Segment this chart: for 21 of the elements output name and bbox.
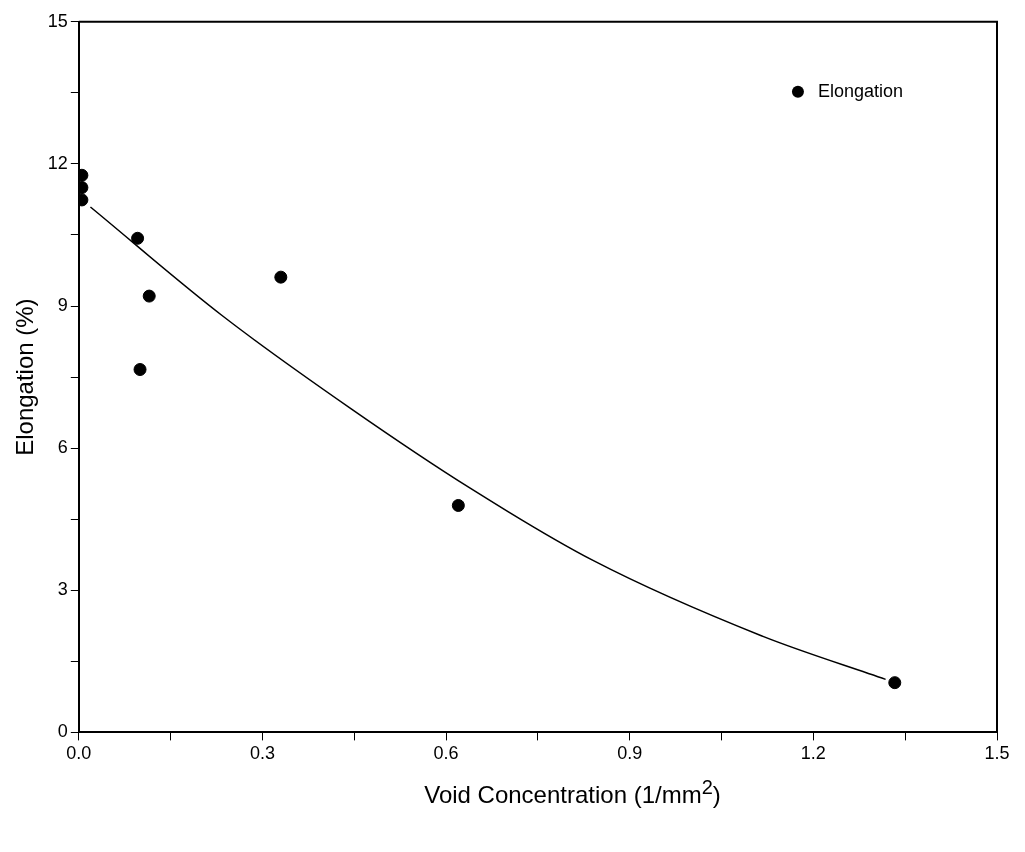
y-tick-label: 9 [57, 295, 68, 316]
point [133, 363, 147, 377]
point [451, 498, 465, 512]
point [274, 270, 288, 284]
x-tick-label: 0.6 [433, 743, 459, 764]
y-tick-label: 0 [57, 721, 68, 742]
x-tick-label: 1.5 [984, 743, 1010, 764]
y-tick-label: 6 [57, 437, 68, 458]
legend-label: Elongation [817, 80, 904, 101]
x-axis-title: Void Concentration (1/mm$^{2}$) [423, 776, 722, 809]
point [888, 676, 902, 690]
y-tick-label: 12 [47, 152, 68, 173]
point [131, 231, 145, 245]
x-tick-label: 1.2 [800, 743, 826, 764]
y-tick-label: 15 [47, 10, 68, 31]
y-tick-label: 3 [57, 579, 68, 600]
point [142, 289, 156, 303]
x-tick-label: 0.3 [249, 743, 275, 764]
x-tick-label: 0.0 [66, 743, 92, 764]
x-tick-label: 0.9 [617, 743, 643, 764]
y-axis-title: Elongation (%) [11, 298, 39, 456]
